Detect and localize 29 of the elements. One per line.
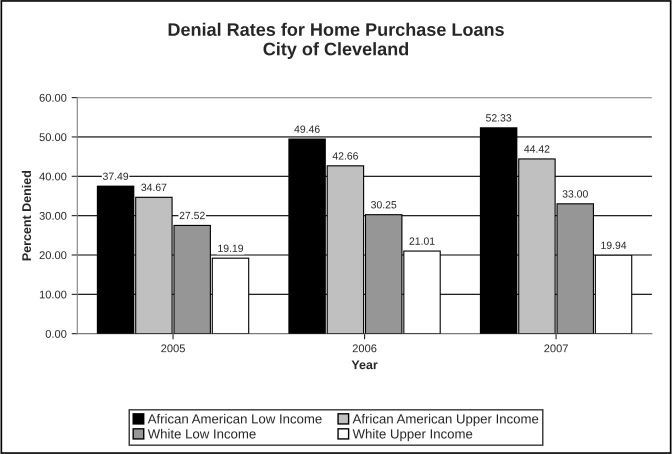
data-label: 21.01 — [410, 237, 435, 245]
x-tick-label: 2005 — [161, 344, 185, 352]
data-label: 42.66 — [332, 152, 358, 160]
data-label: 19.19 — [218, 244, 244, 252]
data-label: 30.25 — [371, 201, 396, 208]
y-tick-label: 10.00 — [40, 290, 66, 298]
data-label: 37.49 — [102, 172, 128, 180]
y-axis-title: Percent Denied — [22, 170, 32, 260]
x-axis-title: Year — [352, 360, 378, 370]
data-label: 44.42 — [524, 145, 550, 153]
y-tick-label: 40.00 — [39, 172, 66, 180]
data-label: 33.00 — [562, 190, 588, 198]
y-tick-label: 60.00 — [40, 94, 66, 102]
data-label: 19.94 — [601, 242, 626, 250]
legend-label: African American Upper Income — [352, 414, 538, 426]
data-label: 52.33 — [486, 114, 512, 122]
y-tick-label: 20.00 — [40, 251, 66, 260]
y-tick-label: 30.00 — [39, 212, 66, 220]
y-tick-label: 0.00 — [46, 330, 66, 338]
x-tick-label: 2006 — [352, 344, 376, 352]
chart-title: Denial Rates for Home Purchase Loans City of Cleveland — [168, 22, 504, 59]
data-label: 27.52 — [180, 212, 205, 220]
data-label: 34.67 — [141, 184, 166, 192]
y-tick-label: 50.00 — [40, 133, 66, 142]
legend-label: African American Low Income — [148, 414, 322, 424]
x-tick-label: 2007 — [544, 344, 568, 352]
data-label: 49.46 — [294, 125, 320, 133]
legend-label: White Low Income — [148, 428, 256, 439]
legend-label: White Upper Income — [352, 428, 472, 442]
